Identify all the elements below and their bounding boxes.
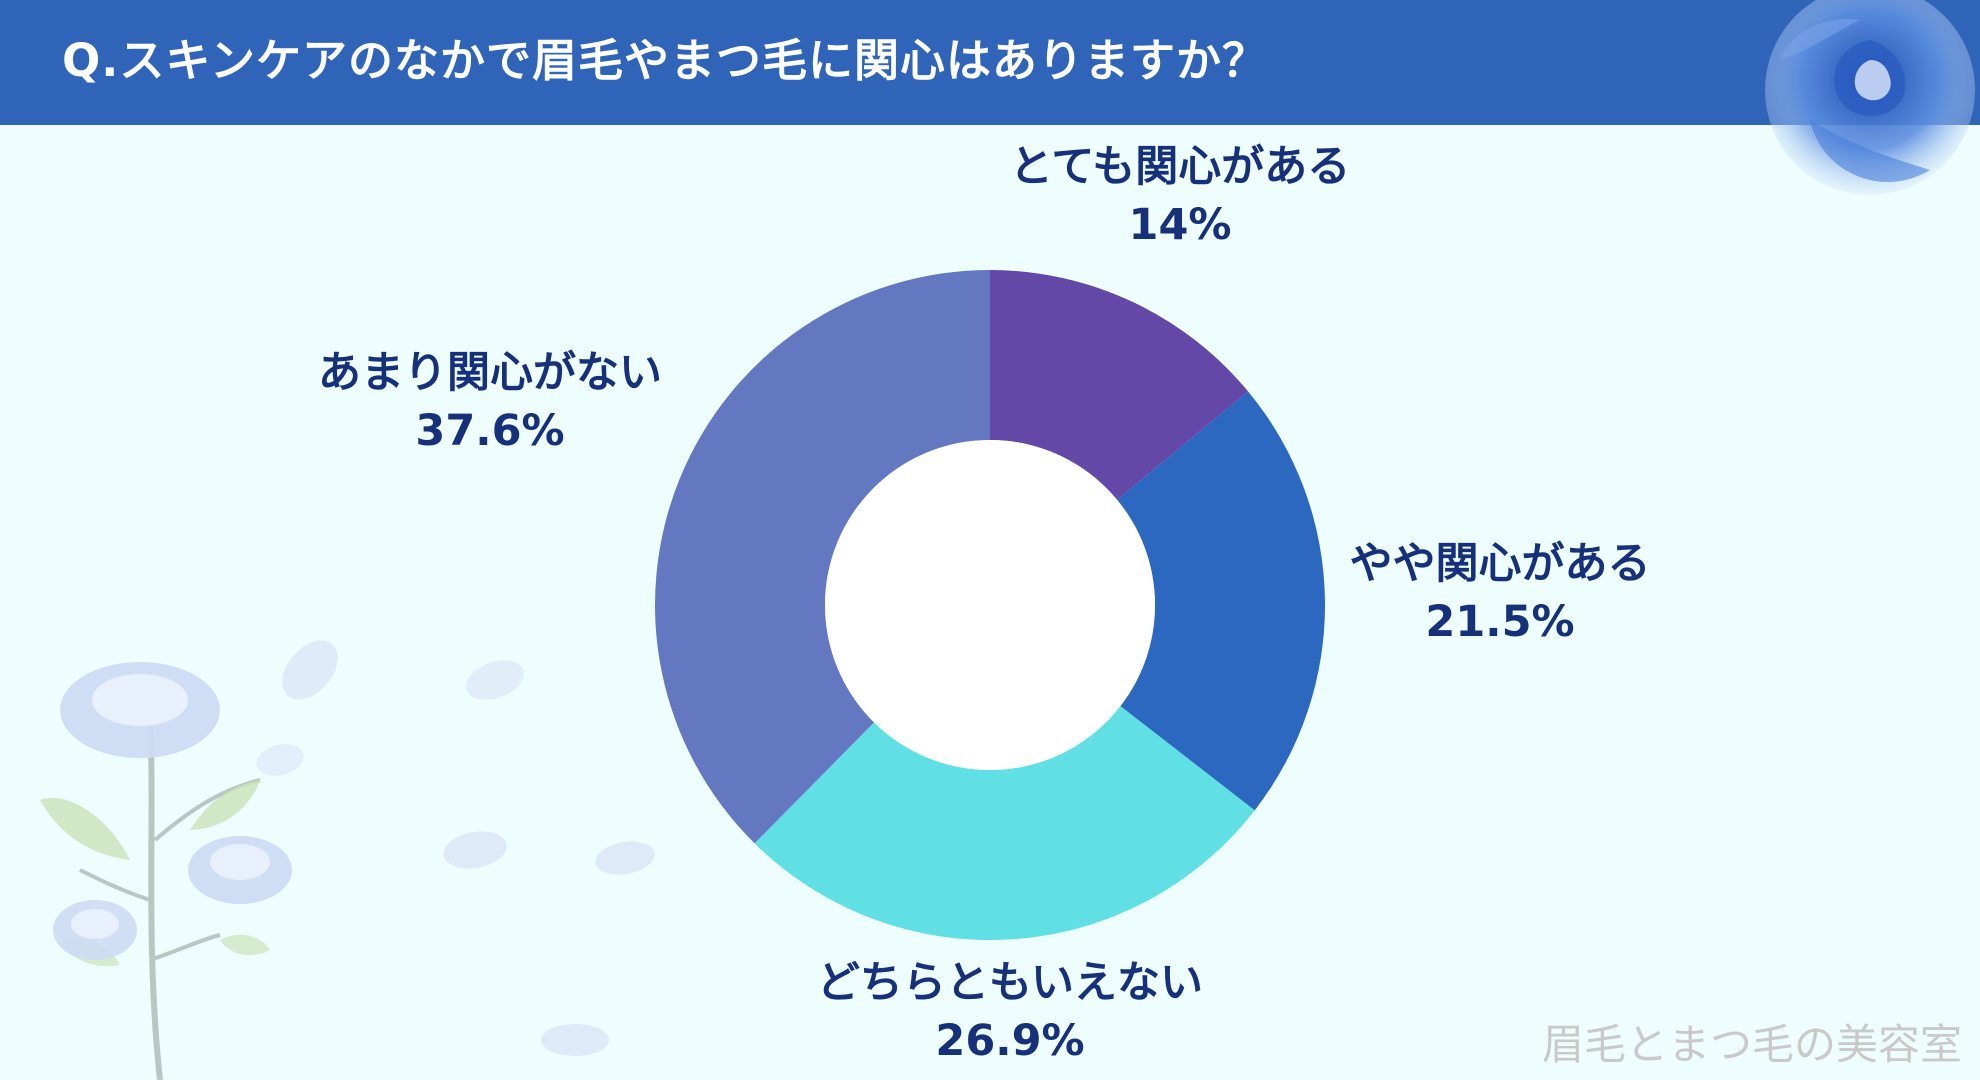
slice-value-text: 14% xyxy=(1128,200,1232,250)
slice-value-text: 37.6% xyxy=(415,406,565,456)
slice-label-neutral: どちらともいえない 26.9% xyxy=(800,954,1220,1070)
donut-slice-2 xyxy=(1117,391,1325,811)
page-title: Q.スキンケアのなかで眉毛やまつ毛に関心はありますか？ xyxy=(62,34,1269,87)
slice-label-text: あまり関心がない xyxy=(318,348,662,398)
donut-slice-1 xyxy=(990,270,1249,500)
slice-value-text: 26.9% xyxy=(935,1016,1085,1066)
donut-slice-3 xyxy=(754,706,1255,940)
slice-label-text: やや関心がある xyxy=(1349,539,1651,589)
slice-label-very-interested: とても関心がある 14% xyxy=(1000,138,1360,254)
slice-label-text: どちらともいえない xyxy=(816,958,1204,1008)
slice-label-not-very-interested: あまり関心がない 37.6% xyxy=(300,344,680,460)
title-banner: Q.スキンケアのなかで眉毛やまつ毛に関心はありますか？ xyxy=(0,0,1980,125)
slice-label-somewhat-interested: やや関心がある 21.5% xyxy=(1340,535,1660,651)
blue-rose-decoration-icon xyxy=(1765,0,1975,195)
rose-stem-decoration-icon xyxy=(40,662,292,1080)
donut-slice-4 xyxy=(655,270,990,844)
slice-label-text: とても関心がある xyxy=(1009,142,1351,192)
slice-value-text: 21.5% xyxy=(1425,597,1575,647)
donut-hole xyxy=(825,440,1155,770)
watermark-text: 眉毛とまつ毛の美容室 xyxy=(1541,1020,1962,1069)
